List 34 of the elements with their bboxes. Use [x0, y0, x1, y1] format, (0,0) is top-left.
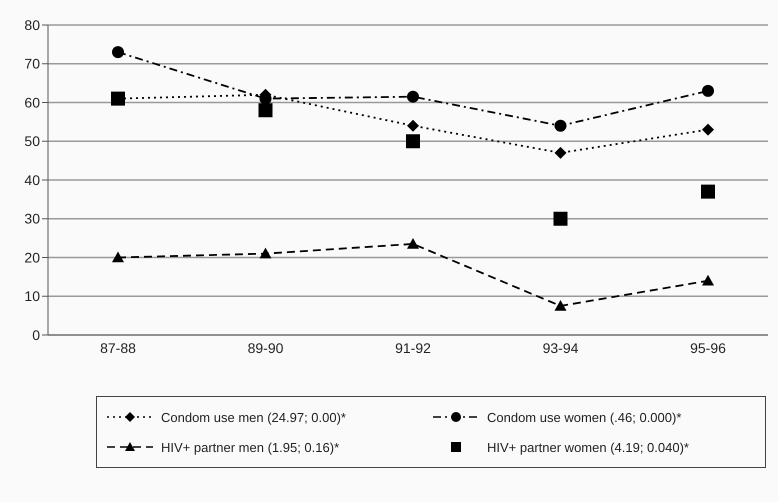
x-tick-label: 87-88: [100, 340, 136, 356]
point: [701, 184, 715, 199]
x-tick-label: 89-90: [248, 340, 284, 356]
point: [407, 90, 419, 103]
point: [406, 134, 420, 148]
x-tick-label: 91-92: [395, 340, 432, 356]
y-tick-label: 30: [24, 210, 40, 227]
y-tick-label: 80: [24, 16, 40, 33]
y-tick-label: 10: [24, 288, 40, 304]
legend-label: HIV+ partner women (4.19; 0.040)*: [487, 440, 689, 454]
legend-label: HIV+ partner men (1.95; 0.16)*: [161, 440, 340, 454]
point: [112, 46, 124, 58]
legend-label: Condom use women (.46; 0.000)*: [487, 410, 682, 424]
y-tick-label: 60: [24, 94, 40, 110]
point: [554, 212, 568, 226]
point: [702, 274, 714, 286]
y-tick-label: 40: [24, 172, 40, 188]
y-tick-label: 70: [24, 56, 40, 72]
point: [407, 238, 419, 249]
point: [407, 120, 419, 132]
x-tick-label: 93-94: [542, 340, 579, 356]
point: [554, 146, 566, 159]
point: [702, 84, 714, 97]
legend-label: Condom use men (24.97; 0.00)*: [161, 410, 346, 424]
point: [702, 124, 714, 136]
point: [554, 300, 566, 311]
y-tick-label: 50: [24, 133, 40, 150]
y-tick-label: 20: [24, 249, 40, 266]
x-tick-label: 95-96: [690, 340, 726, 356]
point: [112, 252, 124, 262]
point: [554, 120, 566, 132]
point: [260, 248, 272, 258]
point: [258, 103, 272, 118]
y-tick-label: 0: [32, 326, 40, 343]
